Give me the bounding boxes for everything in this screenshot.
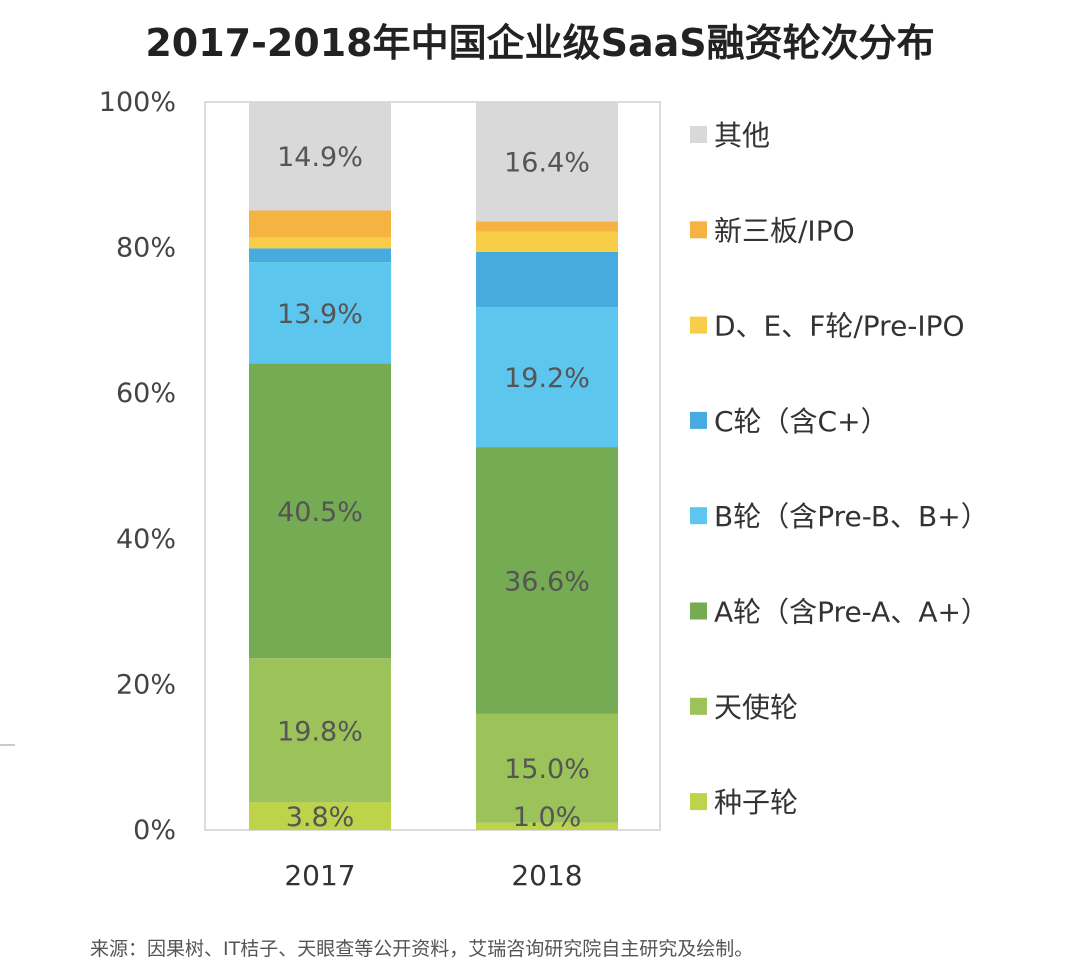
bar-segment [249,262,391,364]
data-label: 19.2% [504,363,590,394]
y-tick-label: 100% [99,87,176,118]
bar-segment [476,822,618,830]
legend-swatch [690,221,707,239]
legend-swatch [690,793,707,811]
legend-swatch [690,316,707,334]
bar-segment [476,307,618,448]
data-label: 15.0% [504,754,590,785]
legend-label: B轮（含Pre-B、B+） [714,500,989,533]
bar-segment [249,102,391,211]
bar-segment [249,802,391,830]
legend-swatch [690,602,707,620]
legend-label: D、E、F轮/Pre-IPO [714,310,965,343]
source-note: 来源：因果树、IT桔子、天眼查等公开资料，艾瑞咨询研究院自主研究及绘制。 [90,938,754,960]
chart-title: 2017-2018年中国企业级SaaS融资轮次分布 [145,21,935,65]
bar-segment [249,248,391,263]
bar-segment [476,221,618,232]
y-tick-label: 80% [116,233,176,264]
data-label: 1.0% [513,802,582,833]
legend-label: A轮（含Pre-A、A+） [714,596,989,629]
y-tick-label: 40% [116,524,176,555]
legend-swatch [690,126,707,143]
bar-segment [249,210,391,238]
plot-frame [204,101,661,831]
legend-label: 天使轮 [714,691,798,724]
data-label: 3.8% [286,802,355,833]
legend-label: 种子轮 [714,786,798,819]
bar-segment [476,447,618,714]
data-label: 19.8% [277,716,363,747]
y-tick-label: 20% [116,669,176,700]
bar-segment [249,363,391,659]
data-label: 14.9% [277,142,363,173]
bar-segment [476,713,618,823]
legend-swatch [690,697,707,715]
bar-segment [249,237,391,249]
bar-segment [476,102,618,222]
data-label: 36.6% [504,566,590,597]
legend-swatch [690,507,707,525]
bar-segment [476,251,618,308]
data-label: 13.9% [277,299,363,330]
x-tick-label: 2017 [284,859,355,892]
y-tick-label: 60% [116,378,176,409]
legend-label: 新三板/IPO [714,214,855,247]
data-label: 16.4% [504,148,590,179]
bar-segment [249,658,391,803]
data-label: 40.5% [277,497,363,528]
y-tick-label: 0% [133,815,176,846]
bar-segment [476,231,618,252]
legend-label: 其他 [714,119,770,152]
legend-swatch [690,411,707,429]
legend-label: C轮（含C+） [714,405,889,438]
x-tick-label: 2018 [511,859,582,892]
